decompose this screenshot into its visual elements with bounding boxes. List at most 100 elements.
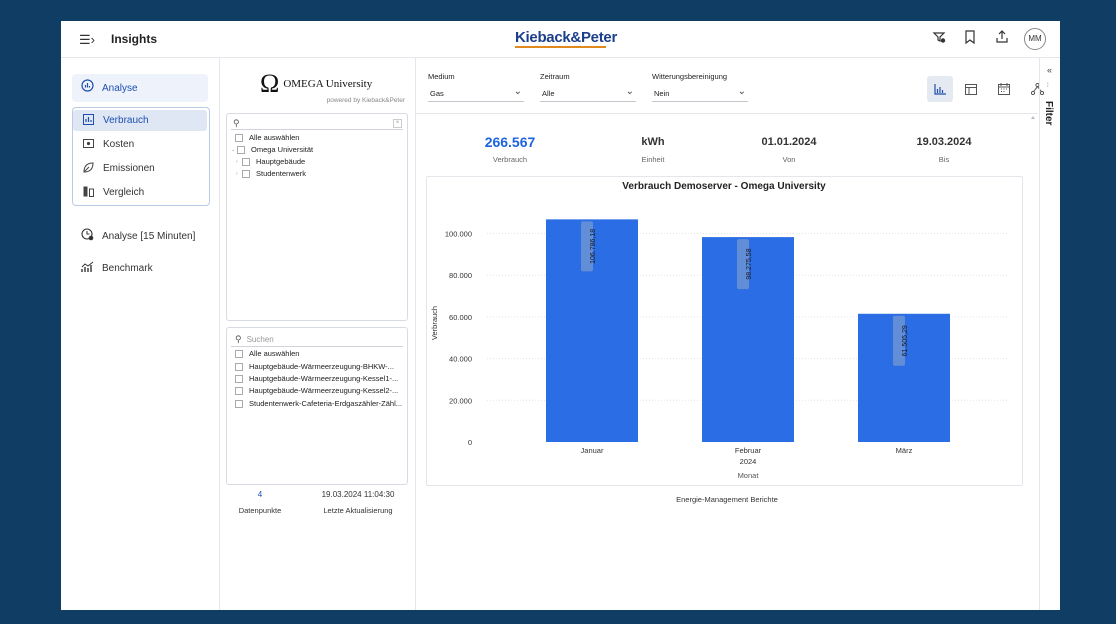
expand-arrow-icon[interactable]: › (236, 170, 238, 177)
list-item-label: Alle auswählen (249, 349, 300, 358)
chevron-down-icon: ⌄ (513, 86, 522, 97)
x-group-label: 2024 (740, 457, 757, 466)
y-tick-label: 80.000 (449, 271, 472, 280)
sidebar-nav: Analyse Verbrauch Kosten Emissionen Verg… (61, 57, 220, 610)
tree-select-all[interactable]: Alle auswählen (235, 133, 299, 142)
y-tick-label: 20.000 (449, 396, 472, 405)
checkbox[interactable] (235, 399, 243, 408)
powered-by-text: powered by Kieback&Peter (326, 97, 405, 104)
checkbox[interactable] (235, 133, 243, 142)
sidebar-item-kosten[interactable]: Kosten (73, 134, 207, 155)
checkbox[interactable] (235, 362, 243, 371)
medium-dropdown[interactable]: Gas ⌄ (428, 85, 524, 102)
kpi-bis-value: 19.03.2024 (916, 136, 972, 148)
view-bar-chart-button[interactable] (927, 76, 953, 102)
tree-item-label: Omega Universität (251, 145, 314, 154)
filter-pane-icon: ⁞ (1047, 83, 1049, 89)
view-table-button[interactable] (958, 76, 984, 102)
sidebar-item-analyse[interactable]: Analyse (72, 74, 208, 102)
list-item-label: Hauptgebäude-Wärmeerzeugung-BHKW-... (249, 362, 394, 371)
org-logo: Ω OMEGA University (260, 69, 372, 99)
list-item-label: Studentenwerk-Cafeteria-Erdgaszähler-Zäh… (249, 399, 402, 408)
analyse-icon (72, 79, 102, 97)
collapse-arrow-icon[interactable]: ⌄ (231, 146, 236, 153)
brand-logo: Kieback&Peter (515, 29, 617, 46)
medium-filter-label: Medium (428, 72, 455, 81)
data-label-background (581, 221, 593, 272)
scrollbar[interactable] (1030, 114, 1036, 554)
checkbox[interactable] (242, 169, 250, 178)
chevron-down-icon: ⌄ (625, 86, 634, 97)
view-hierarchy-button[interactable] (1024, 76, 1050, 102)
bar-chart-icon (73, 113, 103, 128)
analyse-submenu: Verbrauch Kosten Emissionen Vergleich (72, 107, 210, 206)
zeitraum-dropdown[interactable]: Alle ⌄ (540, 85, 636, 102)
user-avatar[interactable]: MM (1024, 28, 1046, 50)
view-calendar-button[interactable] (991, 76, 1017, 102)
sidebar-item-verbrauch[interactable]: Verbrauch (73, 110, 207, 131)
kpi-bis-label: Bis (938, 155, 950, 164)
list-item-label: Hauptgebäude-Wärmeerzeugung-Kessel1-... (249, 374, 399, 383)
x-tick-label: März (896, 446, 913, 455)
witterung-filter-label: Witterungsbereinigung (652, 72, 728, 81)
y-axis-label: Verbrauch (430, 306, 439, 340)
scheduled-report-icon[interactable] (932, 30, 946, 47)
compare-icon (73, 186, 103, 200)
data-label: 98.275,58 (746, 248, 753, 279)
bookmark-icon[interactable] (964, 30, 976, 47)
list-item[interactable]: Hauptgebäude-Wärmeerzeugung-BHKW-... (235, 362, 394, 371)
search-icon[interactable]: ⚲ (233, 118, 240, 128)
list-item[interactable]: Studentenwerk-Cafeteria-Erdgaszähler-Zäh… (235, 399, 402, 408)
app-title: Insights (111, 32, 158, 46)
checkbox[interactable] (235, 349, 243, 358)
clock-chart-icon (72, 228, 102, 244)
sidebar-item-analyse-15[interactable]: Analyse [15 Minuten] (72, 226, 195, 246)
sidebar-item-emissionen[interactable]: Emissionen (73, 158, 207, 179)
last-update-label: Letzte Aktualisierung (323, 506, 393, 515)
chevron-down-icon: ⌄ (737, 86, 746, 97)
report-footer: Energie-Management Berichte (676, 495, 778, 504)
clear-selection-icon[interactable]: × (393, 119, 402, 128)
list-item[interactable]: Hauptgebäude-Wärmeerzeugung-Kessel2-... (235, 386, 398, 395)
x-tick-label: Februar (735, 446, 762, 455)
tree-item-root[interactable]: ⌄ Omega Universität (231, 145, 313, 154)
sidebar-item-label: Kosten (103, 139, 135, 150)
expand-arrow-icon[interactable]: › (236, 158, 238, 165)
filter-pane-label: Filter (1043, 101, 1054, 126)
sidebar-item-label: Vergleich (103, 187, 145, 198)
datapoint-search[interactable]: ⚲ Suchen (235, 334, 274, 345)
hierarchy-slicer: ⚲ × Alle auswählen ⌄ Omega Universität › H… (226, 113, 408, 321)
tree-item-hauptgebaeude[interactable]: › Hauptgebäude (236, 157, 305, 166)
list-select-all[interactable]: Alle auswählen (235, 349, 299, 358)
sidebar-item-benchmark[interactable]: Benchmark (72, 258, 153, 278)
share-export-icon[interactable] (995, 30, 1009, 47)
data-label-background (737, 239, 749, 290)
checkbox[interactable] (235, 386, 243, 395)
list-item-label: Hauptgebäude-Wärmeerzeugung-Kessel2-... (249, 386, 399, 395)
witterung-dropdown[interactable]: Nein ⌄ (652, 85, 748, 102)
datapoint-slicer: ⚲ Suchen Alle auswählen Hauptgebäude-Wärm… (226, 327, 408, 485)
medium-value: Gas (430, 89, 444, 98)
table-icon (965, 83, 977, 95)
calendar-icon (998, 83, 1010, 95)
sidebar-item-label: Verbrauch (103, 115, 149, 126)
zeitraum-value: Alle (542, 89, 555, 98)
expand-left-icon[interactable]: « (1047, 65, 1053, 75)
sidebar-item-vergleich[interactable]: Vergleich (73, 182, 207, 203)
checkbox[interactable] (242, 157, 250, 166)
checkbox[interactable] (235, 374, 243, 383)
list-item[interactable]: Hauptgebäude-Wärmeerzeugung-Kessel1-... (235, 374, 398, 383)
datapoints-count: 4 (257, 490, 263, 499)
menu-toggle-icon[interactable]: ☰› (79, 32, 95, 47)
search-underline (231, 129, 403, 130)
search-input[interactable]: Suchen (246, 335, 274, 344)
zeitraum-filter-label: Zeitraum (540, 72, 570, 81)
checkbox[interactable] (237, 145, 245, 154)
witterung-value: Nein (654, 89, 670, 98)
kpi-einheit-label: Einheit (641, 155, 665, 164)
search-icon: ⚲ (235, 334, 242, 344)
filter-pane-collapsed[interactable]: « ⁞ Filter (1039, 57, 1060, 610)
sidebar-item-label: Emissionen (103, 163, 155, 174)
y-tick-label: 40.000 (449, 355, 472, 364)
tree-item-studentenwerk[interactable]: › Studentenwerk (236, 169, 306, 178)
